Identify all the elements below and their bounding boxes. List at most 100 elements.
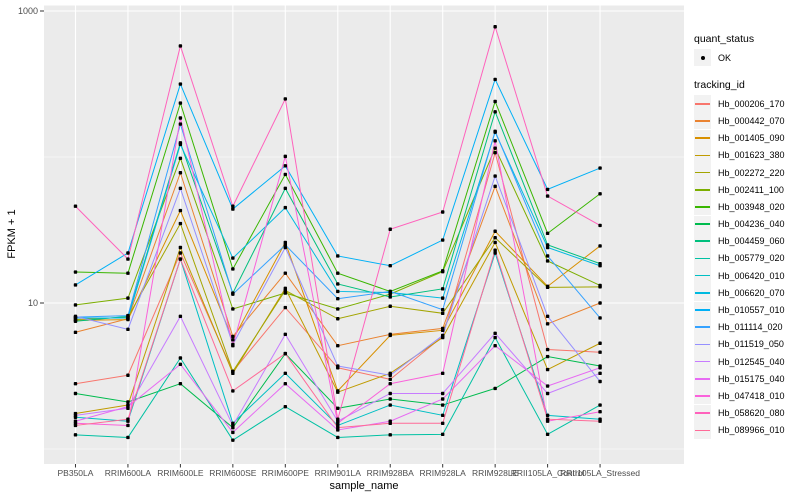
line-swatch-icon bbox=[695, 343, 710, 346]
legend-label: Hb_000442_070 bbox=[718, 115, 785, 126]
x-tick-label: RRIM901LA bbox=[315, 468, 362, 478]
data-point bbox=[231, 389, 235, 393]
data-point bbox=[440, 432, 445, 437]
data-point bbox=[231, 207, 235, 211]
x-tick-label: PB350LA bbox=[58, 468, 94, 478]
data-point bbox=[493, 343, 497, 348]
data-point bbox=[440, 307, 445, 312]
data-point bbox=[493, 129, 497, 133]
legend-key-swatch bbox=[694, 404, 711, 422]
y-tick-label: 10 bbox=[28, 298, 38, 308]
legend-key-swatch bbox=[694, 318, 711, 336]
x-tick-label: RRIM600SE bbox=[209, 468, 257, 478]
data-point bbox=[73, 303, 78, 307]
data-point bbox=[126, 257, 130, 261]
data-point bbox=[231, 343, 235, 348]
data-point bbox=[178, 186, 183, 191]
data-point bbox=[283, 332, 288, 337]
data-point bbox=[231, 292, 235, 296]
data-point bbox=[440, 287, 445, 291]
data-point bbox=[178, 245, 183, 250]
data-point bbox=[493, 25, 497, 29]
data-point bbox=[493, 335, 497, 340]
data-point bbox=[545, 245, 550, 250]
legend-item-Hb_012545_040: Hb_012545_040 bbox=[694, 353, 800, 371]
data-point bbox=[178, 382, 183, 386]
legend-label: Hb_047418_010 bbox=[718, 390, 785, 401]
data-point bbox=[283, 243, 288, 247]
data-point bbox=[283, 291, 288, 295]
data-point bbox=[336, 425, 340, 430]
data-point bbox=[73, 319, 78, 323]
data-point bbox=[231, 430, 235, 435]
data-point bbox=[545, 384, 550, 388]
data-point bbox=[388, 397, 392, 401]
data-point bbox=[598, 410, 602, 414]
data-point bbox=[283, 205, 288, 210]
data-point bbox=[336, 406, 340, 411]
data-point bbox=[545, 347, 550, 352]
legend-key-swatch bbox=[694, 232, 711, 250]
data-point bbox=[283, 271, 288, 275]
data-point bbox=[178, 221, 183, 226]
line-swatch-icon bbox=[695, 292, 710, 294]
legend-label: Hb_011114_020 bbox=[718, 322, 783, 333]
chart-canvas: PB350LA RRIM600LA RRIM600LE RRIM600SE RRIM60… bbox=[18, 5, 684, 478]
data-point bbox=[73, 413, 78, 418]
data-point bbox=[598, 316, 602, 320]
legend-item-Hb_010557_010: Hb_010557_010 bbox=[694, 301, 800, 319]
legend-item-Hb_011519_050: Hb_011519_050 bbox=[694, 335, 800, 353]
legend-label: Hb_011519_050 bbox=[718, 339, 784, 350]
x-tick-label: RRIM600LE bbox=[157, 468, 204, 478]
legend-key-swatch bbox=[694, 95, 711, 113]
data-point bbox=[126, 296, 130, 300]
data-point bbox=[388, 304, 392, 308]
legend-item-Hb_006620_070: Hb_006620_070 bbox=[694, 284, 800, 302]
data-point bbox=[440, 238, 445, 242]
data-point bbox=[73, 433, 78, 437]
legend-title-quant-status: quant_status bbox=[694, 33, 755, 45]
data-point bbox=[178, 156, 183, 160]
x-tick-label: RRIM928LA bbox=[420, 468, 467, 478]
data-point bbox=[440, 371, 445, 375]
data-point bbox=[440, 403, 445, 407]
data-point bbox=[336, 417, 340, 421]
data-point bbox=[283, 154, 288, 159]
data-point bbox=[598, 350, 602, 354]
data-point bbox=[126, 313, 130, 318]
legend-key-swatch bbox=[694, 301, 711, 319]
data-point bbox=[493, 248, 497, 252]
data-point bbox=[598, 244, 602, 248]
data-point bbox=[231, 369, 235, 374]
data-point bbox=[598, 192, 602, 196]
line-swatch-icon bbox=[695, 326, 710, 328]
legend-item-Hb_000206_170: Hb_000206_170 bbox=[694, 95, 800, 113]
data-point bbox=[283, 186, 288, 191]
x-tick-label: RRIM600PE bbox=[262, 468, 310, 478]
data-point bbox=[545, 417, 550, 421]
legend-label: Hb_089966_010 bbox=[718, 425, 785, 436]
legend-key-swatch bbox=[694, 284, 711, 302]
data-point bbox=[126, 251, 130, 255]
data-point bbox=[336, 282, 340, 286]
legend-item-Hb_004459_060: Hb_004459_060 bbox=[694, 232, 800, 250]
data-point bbox=[231, 307, 235, 311]
data-point bbox=[178, 257, 183, 261]
data-point bbox=[231, 334, 235, 339]
data-point bbox=[336, 289, 340, 294]
data-point bbox=[178, 171, 183, 175]
legend-label: Hb_002411_100 bbox=[718, 184, 784, 195]
legend-key-swatch bbox=[694, 353, 711, 371]
data-point bbox=[545, 432, 550, 437]
data-point bbox=[126, 400, 130, 404]
data-point bbox=[73, 314, 78, 319]
data-point bbox=[598, 379, 602, 384]
data-point bbox=[126, 423, 130, 428]
data-point bbox=[336, 307, 340, 311]
data-point bbox=[283, 305, 288, 310]
line-swatch-icon bbox=[695, 274, 710, 277]
legend-key-swatch bbox=[694, 198, 711, 216]
data-point bbox=[493, 236, 497, 240]
data-point bbox=[73, 283, 78, 287]
data-point bbox=[178, 122, 183, 126]
